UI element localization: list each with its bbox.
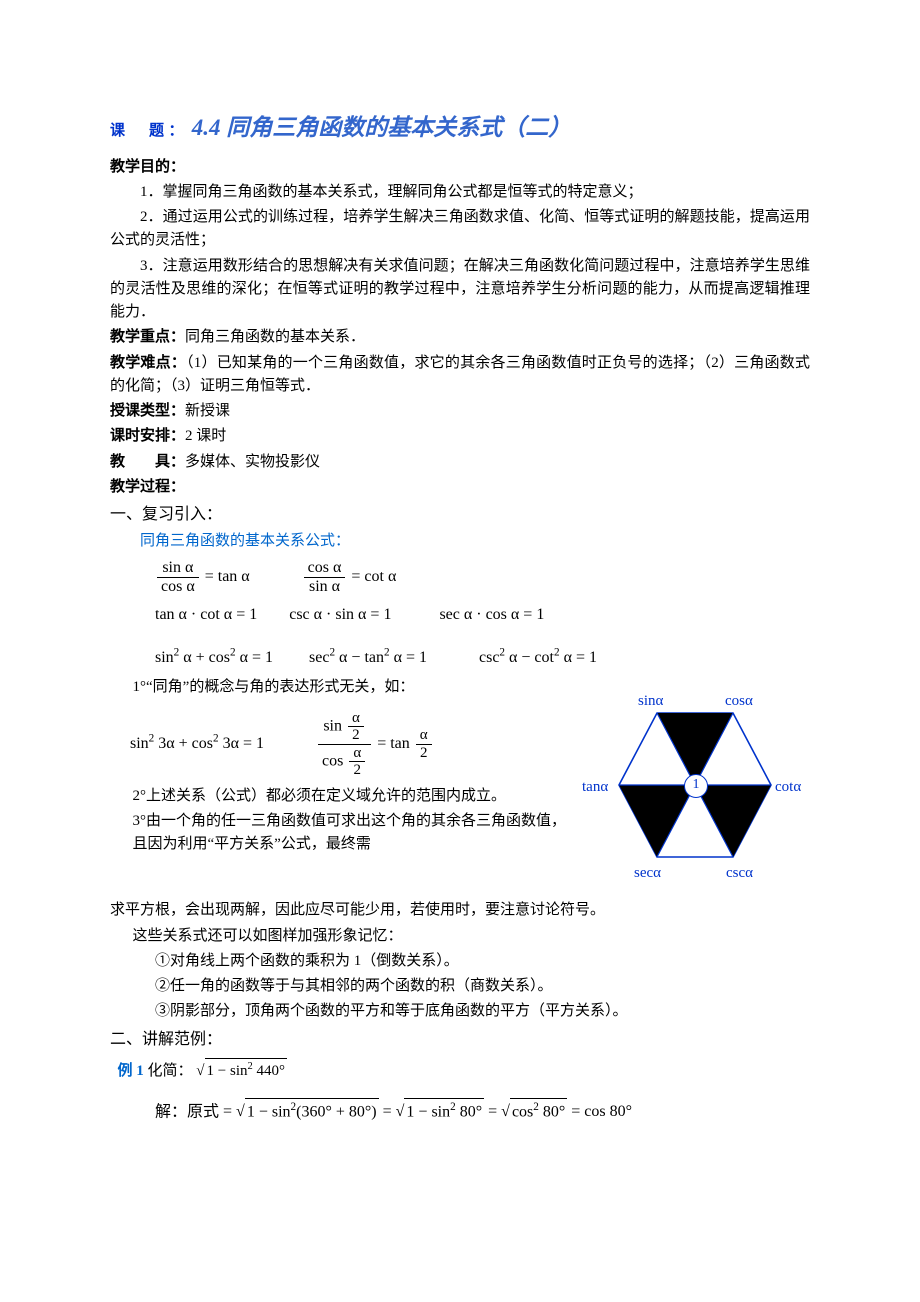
tools-text: 多媒体、实物投影仪 xyxy=(185,454,320,470)
hex-label-sec: secα xyxy=(634,862,661,885)
hex-label-tan: tanα xyxy=(582,776,608,799)
title-text: 4.4 同角三角函数的基本关系式（二） xyxy=(192,115,572,140)
hours-label: 课时安排： xyxy=(110,428,185,444)
frac-num: cos α xyxy=(304,559,346,578)
title-prefix: 课 题： xyxy=(110,123,188,139)
type-text: 新授课 xyxy=(185,403,230,419)
difficulty-label: 教学难点： xyxy=(110,355,186,371)
difficulty-line: 教学难点：（1）已知某角的一个三角函数值，求它的其余各三角函数值时正负号的选择；… xyxy=(110,352,810,399)
bullet-3: ③阴影部分，顶角两个函数的平方和等于底角函数的平方（平方关系）。 xyxy=(110,1000,810,1023)
example-1: 例 1 化简： √1 − sin2 440° 解：原式 = √1 − sin2(… xyxy=(110,1058,810,1128)
bullet-2: ②任一角的函数等于与其相邻的两个函数的积（商数关系）。 xyxy=(110,975,810,998)
hours-line: 课时安排：2 课时 xyxy=(110,425,810,448)
goal-3: 3．注意运用数形结合的思想解决有关求值问题；在解决三角函数化简问题过程中，注意培… xyxy=(110,255,810,325)
example-1-prompt: 化简： xyxy=(148,1063,193,1079)
note-3b: 求平方根，会出现两解，因此应尽可能少用，若使用时，要注意讨论符号。 xyxy=(110,899,810,922)
focus-label: 教学重点： xyxy=(110,329,185,345)
section-2-head: 二、讲解范例： xyxy=(110,1028,810,1053)
bullet-1: ①对角线上两个函数的乘积为 1（倒数关系）。 xyxy=(110,950,810,973)
type-line: 授课类型：新授课 xyxy=(110,400,810,423)
frac-den: cos α xyxy=(157,578,199,596)
frac-num: sin α xyxy=(157,559,199,578)
difficulty-text: （1）已知某角的一个三角函数值，求它的其余各三角函数值时正负号的选择；（2）三角… xyxy=(110,355,810,394)
note-4: 这些关系式还可以如图样加强形象记忆： xyxy=(110,925,810,948)
type-label: 授课类型： xyxy=(110,403,185,419)
formula-row-3: sin2 α + cos2 α = 1 sec2 α − tan2 α = 1 … xyxy=(110,640,810,674)
goals-label: 教学目的： xyxy=(110,156,810,179)
example-1-solution: 解：原式 = √1 − sin2(360° + 80°) = √1 − sin2… xyxy=(110,1094,810,1129)
tools-line: 教 具：多媒体、实物投影仪 xyxy=(110,451,810,474)
example-1-label: 例 1 xyxy=(118,1063,148,1079)
focus-line: 教学重点：同角三角函数的基本关系． xyxy=(110,326,810,349)
hex-label-cot: cotα xyxy=(775,776,801,799)
formula-row-2: tan α · cot α = 1 csc α · sin α = 1 sec … xyxy=(110,599,810,632)
goal-1: 1．掌握同角三角函数的基本关系式，理解同角公式都是恒等式的特定意义； xyxy=(110,181,810,204)
section-1-head: 一、复习引入： xyxy=(110,503,810,528)
goal-2: 2．通过运用公式的训练过程，培养学生解决三角函数求值、化简、恒等式证明的解题技能… xyxy=(110,206,810,253)
lesson-title: 课 题： 4.4 同角三角函数的基本关系式（二） xyxy=(110,110,810,146)
hex-label-cos: cosα xyxy=(725,690,753,713)
tools-label: 教 具： xyxy=(110,454,185,470)
process-label: 教学过程： xyxy=(110,476,810,499)
hex-label-csc: cscα xyxy=(726,862,753,885)
formula-row-1: sin α cos α = tan α cos α sin α = cot α xyxy=(110,555,810,599)
hex-label-sin: sinα xyxy=(638,690,663,713)
frac-den: sin α xyxy=(304,578,346,596)
focus-text: 同角三角函数的基本关系． xyxy=(185,329,365,345)
hexagon-diagram: sinα cosα tanα cotα secα cscα 1 xyxy=(580,678,810,893)
section-1-sub: 同角三角函数的基本关系公式： xyxy=(110,530,810,553)
hours-text: 2 课时 xyxy=(185,428,226,444)
